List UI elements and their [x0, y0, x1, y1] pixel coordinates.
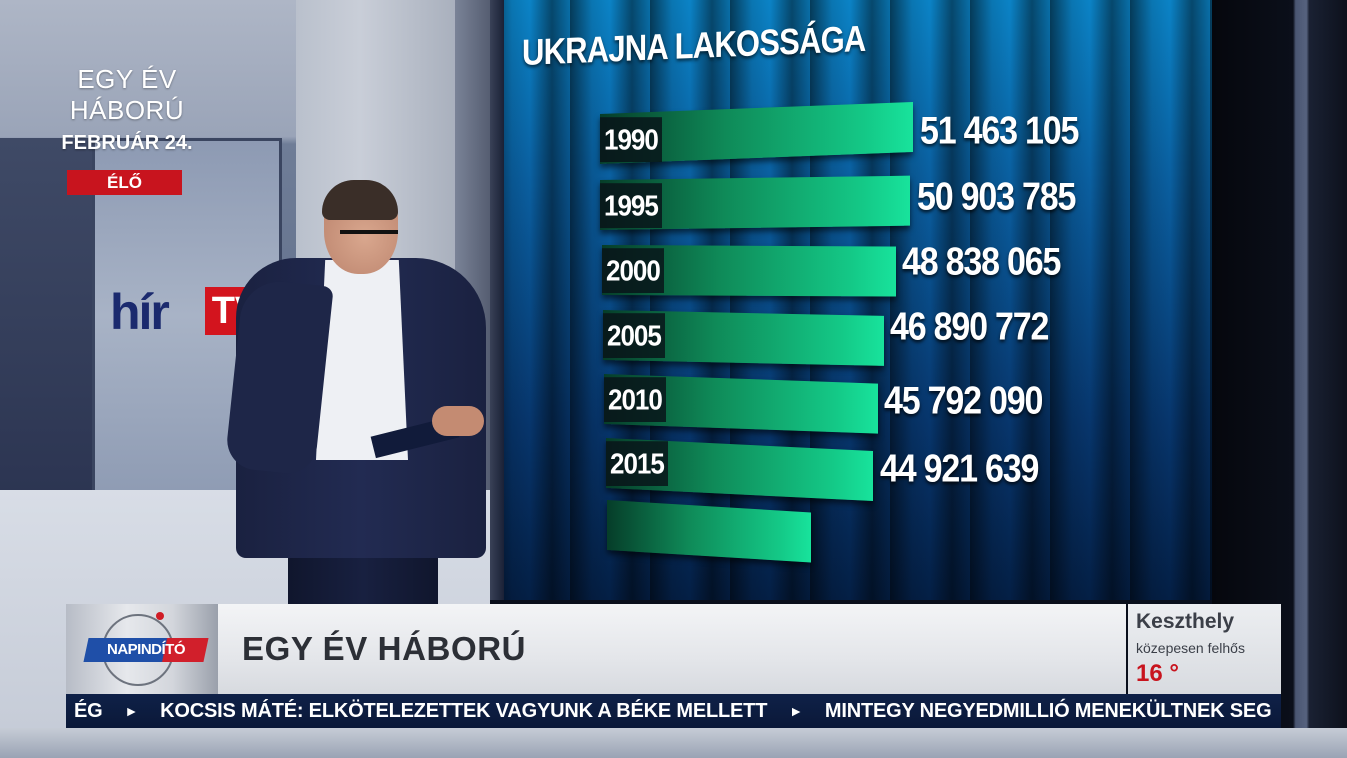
bar-chart: 1990 51 463 105 1995 50 903 785 2000 48 …	[600, 101, 1079, 563]
bar-value-label: 44 921 639	[880, 447, 1039, 491]
bar-year-label: 2015	[606, 441, 668, 486]
bar-year-label: 2005	[603, 313, 665, 358]
studio-left-panel	[0, 138, 92, 493]
lower-third-title: EGY ÉV HÁBORÚ	[242, 630, 527, 667]
bar-row-1995: 1995 50 903 785	[600, 170, 1076, 230]
studio-floor-bottom	[0, 728, 1347, 758]
bar-animating	[607, 500, 811, 563]
show-logo-dot-icon	[156, 612, 164, 620]
show-logo-box: NAPINDÍTÓ	[66, 604, 218, 694]
presenter-glasses	[340, 230, 398, 238]
live-badge: ÉLŐ	[67, 170, 182, 195]
bug-date: FEBRUÁR 24.	[61, 132, 193, 154]
show-logo: NAPINDÍTÓ	[83, 638, 209, 662]
bar-row-2005: 2005 46 890 772	[603, 300, 1053, 366]
bug-title-line1: EGY ÉV	[77, 64, 177, 94]
hirtv-logo-hir: hír	[110, 284, 170, 340]
bar-year-label: 1995	[600, 183, 662, 228]
weather-temperature: 16 °	[1136, 660, 1179, 687]
bar-value-label: 46 890 772	[890, 305, 1049, 349]
bar-row-2015: 2015 44 921 639	[606, 428, 1056, 502]
ticker-arrow-icon: ►	[789, 703, 803, 719]
bug-title-line2: HÁBORÚ	[69, 95, 185, 125]
ticker-item: KOCSIS MÁTÉ: ELKÖTELEZETTEK VAGYUNK A BÉ…	[160, 700, 768, 722]
bar-value-label: 45 792 090	[884, 379, 1043, 423]
bar-row-2000: 2000 48 838 065	[602, 235, 1061, 297]
bar-value-label: 50 903 785	[917, 175, 1076, 219]
bar-row-2010: 2010 45 792 090	[604, 364, 1054, 434]
lower-third: NAPINDÍTÓ EGY ÉV HÁBORÚ Keszthely közepe…	[66, 604, 1281, 694]
ticker-track: ÉG ► KOCSIS MÁTÉ: ELKÖTELEZETTEK VAGYUNK…	[74, 694, 1281, 728]
ticker-item: MINTEGY NEGYEDMILLIÓ MENEKÜLTNEK SEG	[824, 700, 1272, 722]
weather-condition: közepesen felhős	[1136, 640, 1245, 656]
presenter-hair	[322, 180, 398, 220]
bar-year-label: 1990	[600, 117, 662, 162]
ticker-arrow-icon: ►	[124, 703, 139, 719]
program-bug: EGY ÉV HÁBORÚ FEBRUÁR 24. ÉLŐ	[52, 64, 202, 195]
weather-box: Keszthely közepesen felhős 16 °	[1128, 604, 1281, 694]
bar-value-label: 51 463 105	[920, 109, 1079, 153]
weather-city: Keszthely	[1136, 610, 1235, 633]
bar-year-label: 2010	[604, 377, 666, 422]
lower-third-title-box: EGY ÉV HÁBORÚ	[218, 604, 1126, 694]
bar-value-label: 48 838 065	[902, 240, 1061, 284]
bar-row-1990: 1990 51 463 105	[600, 101, 1079, 164]
news-ticker: ÉG ► KOCSIS MÁTÉ: ELKÖTELEZETTEK VAGYUNK…	[66, 694, 1281, 728]
bar-row-animating	[607, 490, 1057, 563]
bar-year-label: 2000	[602, 248, 664, 293]
presenter-hand	[432, 406, 484, 436]
ticker-item: ÉG	[74, 700, 103, 722]
video-wall-edge	[490, 0, 504, 600]
show-logo-text: NAPINDÍTÓ	[107, 641, 185, 658]
